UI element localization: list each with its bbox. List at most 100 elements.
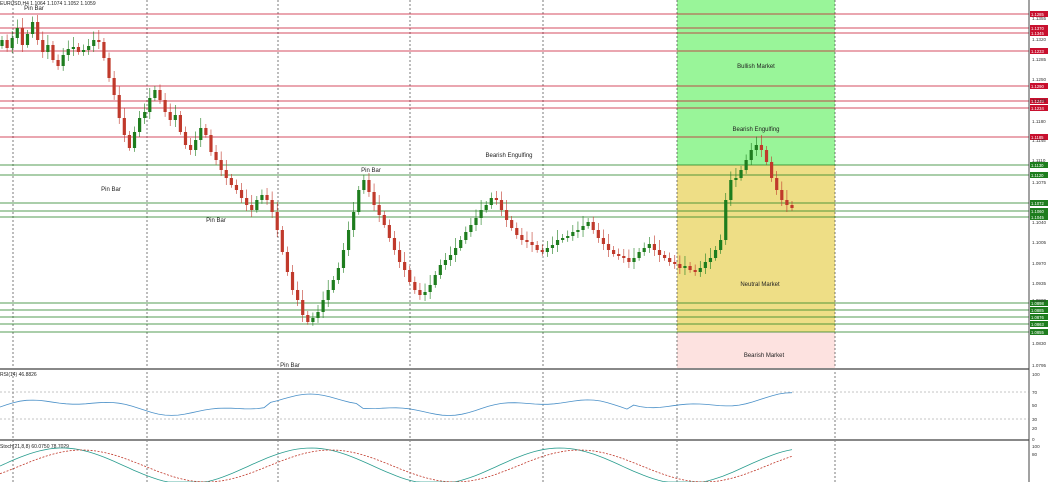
candle-body-139 [708, 258, 713, 262]
candle-body-6 [30, 22, 35, 34]
candle-body-27 [138, 118, 142, 132]
price-tick-11: 1.0970 [1032, 261, 1046, 266]
resistance-level-0-value: 1.1285 [1031, 12, 1044, 17]
resistance-level-2-value: 1.1345 [1031, 31, 1044, 36]
candle-body-128 [652, 244, 656, 250]
price-axis: 1.1355 1.1320 1.1285 1.1250 1.1215 1.1180 1.11… [1032, 16, 1046, 368]
candle-body-125 [637, 252, 641, 258]
candle-body-111 [566, 236, 570, 238]
bearish-market-zone [677, 332, 835, 368]
candle-body-17 [87, 46, 91, 50]
support-level-7-value: 1.0876 [1031, 315, 1044, 320]
candle-body-42 [214, 152, 218, 160]
candle-body-82 [418, 290, 422, 295]
candle-body-115 [586, 222, 590, 226]
candle-body-26 [132, 132, 137, 148]
candle-body-89 [454, 248, 458, 255]
support-level-6-tag [1030, 307, 1048, 313]
price-tick-8: 1.1075 [1032, 180, 1046, 185]
candle-body-103 [525, 240, 529, 242]
candle-body-38 [194, 140, 198, 150]
candle-body-37 [188, 145, 193, 150]
candle-body-7 [36, 22, 40, 40]
candle-body-1 [5, 40, 9, 48]
horizontal-levels: 1.12851.13701.13451.12331.12901.12451.12… [0, 11, 1048, 335]
candle-body-49 [250, 205, 254, 210]
candle-body-92 [469, 225, 473, 232]
support-level-2-value: 1.1072 [1031, 201, 1044, 206]
candle-body-74 [377, 205, 381, 215]
rsi-tick-5: 0 [1032, 437, 1035, 442]
candle-body-11 [56, 60, 60, 66]
candle-body-46 [234, 185, 239, 190]
support-level-4-value: 1.1045 [1031, 215, 1044, 220]
resistance-level-6-tag [1030, 105, 1048, 111]
candle-body-127 [647, 244, 651, 248]
candle-body-123 [627, 258, 631, 262]
bearish-market-label: Bearish Market [744, 353, 785, 359]
candle-body-144 [734, 178, 738, 180]
candle-body-83 [423, 292, 427, 295]
resistance-level-5-tag [1030, 98, 1048, 104]
candle-body-53 [270, 200, 274, 212]
candle-body-101 [515, 228, 519, 235]
candle-body-97 [494, 198, 498, 200]
price-tick-2: 1.1285 [1032, 57, 1046, 62]
candle-body-65 [331, 280, 335, 290]
candle-body-137 [698, 268, 702, 272]
candle-body-117 [596, 230, 600, 238]
support-level-5-tag [1030, 300, 1048, 306]
support-level-2-tag [1030, 200, 1048, 206]
candle-body-116 [591, 222, 595, 230]
candle-body-142 [724, 200, 728, 240]
stoch-label: Stoch(21,8,8) 60.0750 78.7029 [0, 444, 69, 450]
pin-bar-label-top: Pin Bar [24, 6, 44, 12]
candle-body-130 [662, 255, 667, 258]
candle-body-69 [352, 212, 356, 230]
candle-body-67 [341, 250, 346, 268]
resistance-level-4-tag [1030, 83, 1048, 89]
candle-body-133 [678, 264, 682, 268]
candle-body-56 [285, 252, 290, 272]
candle-body-68 [346, 230, 351, 250]
candle-body-80 [408, 270, 412, 282]
price-tick-14: 1.0830 [1032, 341, 1046, 346]
candle-body-108 [550, 245, 555, 248]
candle-body-22 [112, 78, 116, 95]
candle-body-66 [336, 268, 340, 280]
rsi-tick-0: 100 [1032, 372, 1040, 377]
candle-body-135 [688, 266, 692, 270]
bearish-engulfing-center-label: Bearish Engulfing [485, 153, 532, 159]
candle-body-153 [780, 190, 784, 200]
price-tick-5: 1.1180 [1032, 119, 1046, 124]
support-level-3-tag [1030, 208, 1048, 214]
symbol-info: EURUSD,H4 1.1064 1.1074 1.1052 1.1059 [0, 1, 96, 7]
resistance-level-5-value: 1.1245 [1031, 99, 1044, 104]
candle-body-75 [382, 215, 386, 225]
bullish-market-zone [677, 0, 835, 165]
candle-body-50 [255, 200, 259, 210]
candle-body-119 [606, 244, 611, 250]
rsi-tick-4: 20 [1032, 426, 1038, 431]
candle-body-76 [387, 225, 391, 238]
candle-body-102 [520, 235, 524, 240]
candle-body-100 [510, 220, 514, 228]
candle-body-106 [540, 250, 544, 252]
candle-body-132 [673, 262, 677, 264]
support-level-4-tag [1030, 214, 1048, 220]
candle-body-93 [474, 218, 478, 225]
candle-body-87 [443, 260, 448, 265]
stoch-tick-0: 100 [1032, 444, 1040, 449]
candle-body-107 [545, 248, 549, 252]
candle-body-43 [219, 160, 223, 170]
candle-body-60 [306, 315, 310, 322]
support-level-0-tag [1030, 162, 1048, 168]
rsi-axis: 100 70 50 30 20 0 [1032, 372, 1040, 442]
candle-body-152 [775, 178, 779, 190]
candle-body-20 [102, 42, 106, 58]
candle-body-30 [153, 90, 157, 98]
support-level-1-value: 1.1120 [1031, 173, 1044, 178]
candle-body-10 [51, 45, 55, 60]
candle-body-141 [719, 240, 723, 250]
